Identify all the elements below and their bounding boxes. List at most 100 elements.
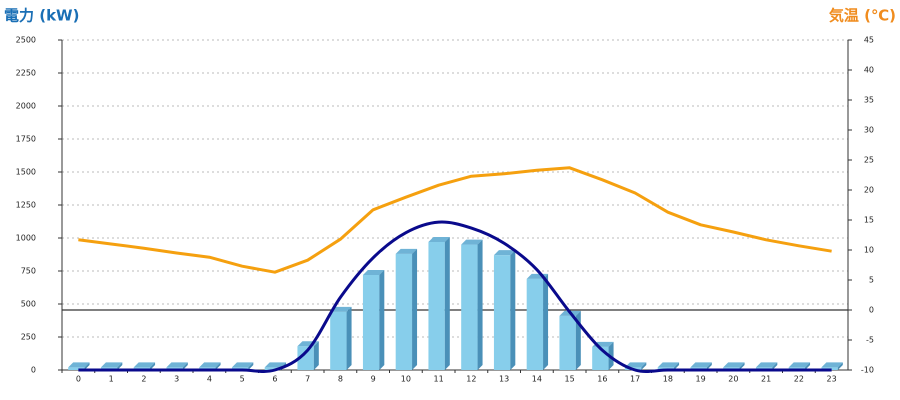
bar-side bbox=[412, 248, 418, 370]
bar bbox=[68, 362, 90, 370]
bar-top bbox=[690, 362, 712, 368]
bar-side bbox=[805, 362, 811, 370]
bar-top bbox=[68, 362, 90, 368]
bar bbox=[428, 236, 450, 370]
bar-side bbox=[84, 362, 90, 370]
y2-tick-label: 45 bbox=[864, 36, 874, 45]
bar-top bbox=[821, 362, 843, 368]
bar-top bbox=[723, 362, 745, 368]
y-tick-label: 1500 bbox=[16, 168, 36, 177]
x-tick-label: 22 bbox=[794, 375, 804, 384]
y2-tick-label: 10 bbox=[864, 246, 874, 255]
bar-side bbox=[150, 362, 156, 370]
x-tick-label: 9 bbox=[371, 375, 376, 384]
y-tick-label: 1000 bbox=[16, 234, 36, 243]
bar-side bbox=[117, 362, 123, 370]
line bbox=[78, 220, 832, 373]
x-tick-label: 10 bbox=[401, 375, 411, 384]
y-tick-label: 750 bbox=[21, 267, 36, 276]
bar-side bbox=[739, 362, 745, 370]
bar-side bbox=[346, 306, 352, 370]
bar-top bbox=[788, 362, 811, 368]
y-tick-label: 2250 bbox=[16, 69, 36, 78]
x-tick-label: 3 bbox=[174, 375, 179, 384]
x-tick-label: 4 bbox=[207, 375, 212, 384]
bar-front bbox=[264, 367, 282, 370]
bar-side bbox=[706, 362, 712, 370]
x-tick-label: 8 bbox=[338, 375, 343, 384]
x-tick-label: 20 bbox=[728, 375, 738, 384]
x-tick-label: 0 bbox=[76, 375, 81, 384]
bar-top bbox=[231, 362, 254, 368]
bar-front bbox=[559, 315, 576, 370]
x-tick-label: 17 bbox=[630, 375, 640, 384]
bar-front bbox=[68, 367, 85, 370]
y2-tick-label: -5 bbox=[866, 336, 874, 345]
bar bbox=[493, 250, 516, 370]
bar-top bbox=[624, 362, 647, 368]
bar-top bbox=[461, 239, 483, 245]
bar-front bbox=[493, 255, 511, 370]
bar bbox=[559, 310, 581, 370]
bar bbox=[461, 239, 483, 370]
bar-front bbox=[297, 346, 314, 370]
y-tick-label: 2500 bbox=[16, 36, 36, 45]
line bbox=[78, 166, 832, 274]
bar bbox=[330, 306, 352, 370]
bar-top bbox=[395, 248, 418, 254]
y2-tick-label: 20 bbox=[864, 186, 874, 195]
y2-tick-label: 0 bbox=[869, 306, 874, 315]
bar-top bbox=[199, 362, 221, 368]
y2-tick-label: 5 bbox=[869, 276, 874, 285]
x-tick-label: 1 bbox=[109, 375, 114, 384]
bar-side bbox=[837, 362, 843, 370]
y2-axis-title: 気温 (℃) bbox=[829, 7, 896, 25]
x-tick-label: 13 bbox=[499, 375, 509, 384]
y-tick-label: 1750 bbox=[16, 135, 36, 144]
bar-top bbox=[100, 362, 123, 368]
x-tick-label: 7 bbox=[305, 375, 310, 384]
bar-side bbox=[313, 341, 319, 370]
bar-side bbox=[182, 362, 188, 370]
bar-front bbox=[330, 311, 347, 370]
bar-side bbox=[772, 362, 778, 370]
x-tick-label: 16 bbox=[597, 375, 607, 384]
y-tick-label: 1250 bbox=[16, 201, 36, 210]
bar bbox=[526, 273, 549, 370]
bar-side bbox=[379, 269, 385, 370]
y-axis-title: 電力 (kW) bbox=[4, 7, 79, 25]
bar-front bbox=[461, 244, 478, 370]
bar-side bbox=[641, 362, 647, 370]
x-tick-label: 23 bbox=[827, 375, 837, 384]
x-tick-label: 6 bbox=[272, 375, 277, 384]
bar-top bbox=[362, 269, 385, 275]
bar-side bbox=[477, 239, 483, 370]
bar-top bbox=[166, 362, 188, 368]
x-tick-label: 2 bbox=[141, 375, 146, 384]
bar-top bbox=[657, 362, 680, 368]
bar-side bbox=[543, 273, 549, 370]
bar-top bbox=[755, 362, 778, 368]
y2-tick-label: -10 bbox=[861, 366, 874, 375]
bar-front bbox=[362, 274, 380, 370]
x-tick-label: 18 bbox=[663, 375, 673, 384]
x-tick-label: 14 bbox=[532, 375, 542, 384]
y2-tick-label: 40 bbox=[864, 66, 874, 75]
bar-side bbox=[215, 362, 221, 370]
bar-front bbox=[526, 278, 544, 370]
y-tick-label: 2000 bbox=[16, 102, 36, 111]
y-tick-label: 500 bbox=[21, 300, 36, 309]
x-tick-label: 19 bbox=[696, 375, 706, 384]
bar-side bbox=[510, 250, 516, 370]
x-tick-label: 21 bbox=[761, 375, 771, 384]
x-tick-label: 12 bbox=[466, 375, 476, 384]
bar-top bbox=[428, 236, 450, 242]
bar-front bbox=[428, 241, 445, 370]
y2-tick-label: 15 bbox=[864, 216, 874, 225]
y2-tick-label: 25 bbox=[864, 156, 874, 165]
bar-side bbox=[674, 362, 680, 370]
y-tick-label: 250 bbox=[21, 333, 36, 342]
bar-top bbox=[264, 362, 287, 368]
x-tick-label: 11 bbox=[434, 375, 444, 384]
